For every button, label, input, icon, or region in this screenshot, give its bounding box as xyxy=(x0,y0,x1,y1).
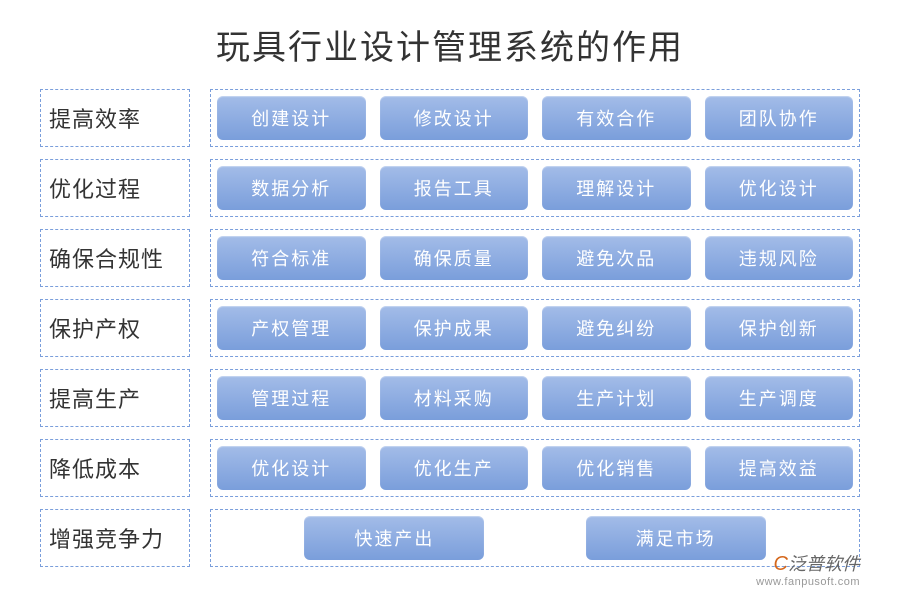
tag-item: 保护成果 xyxy=(380,306,529,350)
tag-item: 满足市场 xyxy=(586,516,766,560)
tag-item: 修改设计 xyxy=(380,96,529,140)
tag-item: 优化设计 xyxy=(705,166,854,210)
tag-item: 避免纠纷 xyxy=(542,306,691,350)
row-optimize: 优化过程 数据分析 报告工具 理解设计 优化设计 xyxy=(40,159,860,217)
tag-item: 优化生产 xyxy=(380,446,529,490)
row-items: 管理过程 材料采购 生产计划 生产调度 xyxy=(210,369,860,427)
watermark-brand-text: 泛普软件 xyxy=(788,554,860,574)
row-items: 数据分析 报告工具 理解设计 优化设计 xyxy=(210,159,860,217)
row-competitive: 增强竞争力 快速产出 满足市场 xyxy=(40,509,860,567)
tag-item: 创建设计 xyxy=(217,96,366,140)
row-items: 优化设计 优化生产 优化销售 提高效益 xyxy=(210,439,860,497)
tag-item: 优化销售 xyxy=(542,446,691,490)
row-production: 提高生产 管理过程 材料采购 生产计划 生产调度 xyxy=(40,369,860,427)
row-efficiency: 提高效率 创建设计 修改设计 有效合作 团队协作 xyxy=(40,89,860,147)
tag-item: 快速产出 xyxy=(304,516,484,560)
row-items: 创建设计 修改设计 有效合作 团队协作 xyxy=(210,89,860,147)
tag-item: 管理过程 xyxy=(217,376,366,420)
row-label: 增强竞争力 xyxy=(40,509,190,567)
row-cost: 降低成本 优化设计 优化生产 优化销售 提高效益 xyxy=(40,439,860,497)
row-compliance: 确保合规性 符合标准 确保质量 避免次品 违规风险 xyxy=(40,229,860,287)
row-label: 确保合规性 xyxy=(40,229,190,287)
watermark-brand: C泛普软件 xyxy=(756,550,860,576)
page-title: 玩具行业设计管理系统的作用 xyxy=(40,20,860,69)
row-label: 优化过程 xyxy=(40,159,190,217)
tag-item: 材料采购 xyxy=(380,376,529,420)
row-label: 提高效率 xyxy=(40,89,190,147)
tag-item: 符合标准 xyxy=(217,236,366,280)
tag-item: 生产调度 xyxy=(705,376,854,420)
tag-item: 避免次品 xyxy=(542,236,691,280)
watermark-accent: C xyxy=(774,553,788,575)
diagram-container: 提高效率 创建设计 修改设计 有效合作 团队协作 优化过程 数据分析 报告工具 … xyxy=(40,89,860,567)
row-items: 符合标准 确保质量 避免次品 违规风险 xyxy=(210,229,860,287)
row-items: 产权管理 保护成果 避免纠纷 保护创新 xyxy=(210,299,860,357)
tag-item: 提高效益 xyxy=(705,446,854,490)
tag-item: 生产计划 xyxy=(542,376,691,420)
tag-item: 优化设计 xyxy=(217,446,366,490)
watermark: C泛普软件 www.fanpusoft.com xyxy=(756,550,860,588)
tag-item: 报告工具 xyxy=(380,166,529,210)
row-label: 降低成本 xyxy=(40,439,190,497)
tag-item: 团队协作 xyxy=(705,96,854,140)
tag-item: 确保质量 xyxy=(380,236,529,280)
row-ip: 保护产权 产权管理 保护成果 避免纠纷 保护创新 xyxy=(40,299,860,357)
row-label: 保护产权 xyxy=(40,299,190,357)
tag-item: 有效合作 xyxy=(542,96,691,140)
tag-item: 数据分析 xyxy=(217,166,366,210)
tag-item: 保护创新 xyxy=(705,306,854,350)
tag-item: 产权管理 xyxy=(217,306,366,350)
tag-item: 理解设计 xyxy=(542,166,691,210)
watermark-url: www.fanpusoft.com xyxy=(756,576,860,588)
tag-item: 违规风险 xyxy=(705,236,854,280)
row-label: 提高生产 xyxy=(40,369,190,427)
